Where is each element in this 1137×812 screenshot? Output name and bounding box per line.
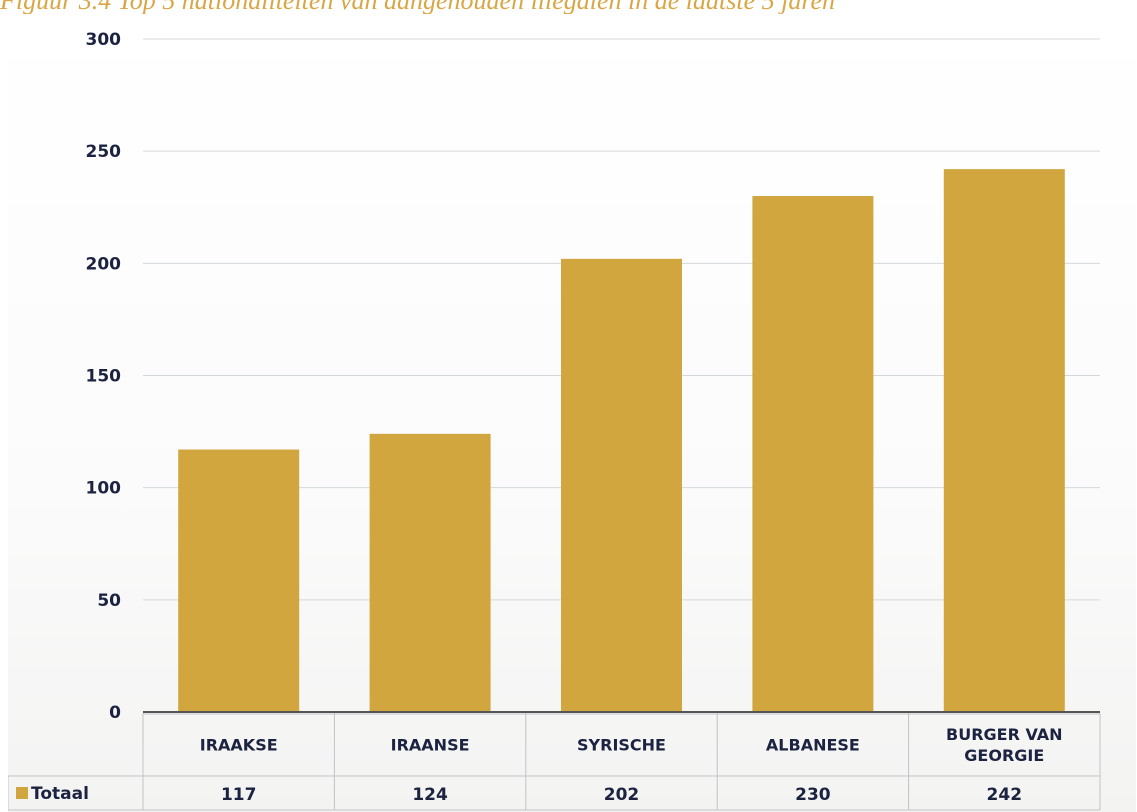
data-value-label: 124 — [412, 785, 448, 805]
chart-caption: Figuur 3.4 Top 5 nationaliteiten van aan… — [0, 0, 836, 15]
category-label: GEORGIE — [964, 746, 1044, 765]
y-tick-label: 0 — [109, 703, 121, 723]
category-label: ALBANESE — [766, 736, 860, 755]
y-tick-label: 150 — [86, 367, 122, 387]
legend-label: Totaal — [31, 784, 89, 804]
data-value-label: 202 — [604, 785, 640, 805]
category-label: IRAANSE — [391, 736, 470, 755]
bar[interactable] — [369, 433, 491, 712]
y-tick-label: 250 — [86, 142, 122, 162]
chart-panel: 0 50 100 150 200 250 300 IRAAKSE IRAANSE SYRISCHE… — [8, 14, 1136, 812]
bar[interactable] — [178, 449, 300, 712]
data-value-label: 242 — [987, 785, 1023, 805]
category-label: IRAAKSE — [200, 736, 278, 755]
bar[interactable] — [752, 196, 874, 713]
y-tick-label: 300 — [86, 30, 122, 50]
category-label: BURGER VAN — [946, 725, 1063, 744]
bar[interactable] — [943, 169, 1065, 712]
bar-chart: 0 50 100 150 200 250 300 IRAAKSE IRAANSE SYRISCHE… — [8, 30, 1101, 811]
y-tick-label: 100 — [86, 479, 122, 499]
category-label: SYRISCHE — [577, 736, 666, 755]
bar[interactable] — [561, 258, 682, 712]
y-tick-label: 200 — [86, 254, 122, 274]
data-value-label: 230 — [795, 785, 831, 805]
data-value-label: 117 — [221, 785, 257, 805]
y-tick-label: 50 — [97, 591, 121, 611]
legend-swatch — [16, 787, 28, 799]
